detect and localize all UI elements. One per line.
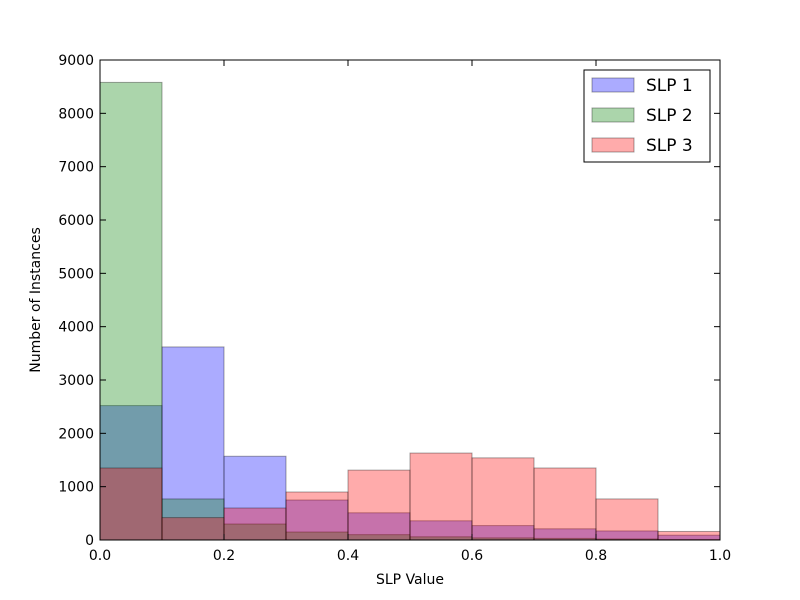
legend-box bbox=[583, 69, 711, 163]
bar-slp-3-bin-0 bbox=[99, 467, 163, 541]
y-tick-label: 1000 bbox=[58, 480, 94, 496]
x-tick-label: 0.8 bbox=[585, 548, 607, 564]
bar-slp-3-bin-1 bbox=[161, 517, 225, 541]
y-tick-label: 6000 bbox=[58, 213, 94, 229]
bar-slp-2-bin-1 bbox=[161, 498, 225, 541]
legend-swatch-slp-1 bbox=[591, 77, 635, 93]
y-axis-label: Number of Instances bbox=[28, 227, 44, 372]
y-tick-label: 7000 bbox=[58, 160, 94, 176]
legend-label-slp-3: SLP 3 bbox=[646, 136, 693, 156]
legend: SLP 1 SLP 2 SLP 3 bbox=[583, 69, 711, 163]
bar-slp-3-bin-6 bbox=[471, 457, 535, 541]
bar-slp-1-bin-2 bbox=[223, 455, 287, 541]
bar-slp-3-bin-3 bbox=[285, 491, 349, 541]
x-axis-label: SLP Value bbox=[376, 572, 444, 588]
y-tick-label: 0 bbox=[85, 533, 94, 549]
legend-swatch-slp-2 bbox=[591, 107, 635, 123]
bar-slp-3-bin-5 bbox=[409, 452, 473, 541]
legend-label-slp-2: SLP 2 bbox=[646, 106, 693, 126]
plot-frame bbox=[99, 59, 721, 541]
x-tick-label: 0.6 bbox=[461, 548, 483, 564]
legend-swatch-slp-3 bbox=[591, 137, 635, 153]
x-tick-label: 1.0 bbox=[709, 548, 731, 564]
bar-slp-3-bin-7 bbox=[533, 467, 597, 541]
bar-slp-3-bin-8 bbox=[595, 498, 659, 541]
bar-slp-3-bin-2 bbox=[223, 507, 287, 541]
bar-slp-1-bin-3 bbox=[285, 499, 349, 541]
legend-label-slp-1: SLP 1 bbox=[646, 76, 693, 96]
x-tick-label: 0.0 bbox=[89, 548, 111, 564]
bar-slp-3-bin-4 bbox=[347, 469, 411, 541]
y-tick-label: 3000 bbox=[58, 373, 94, 389]
x-tick-label: 0.4 bbox=[337, 548, 359, 564]
ticks-layer: 0.0 0.2 0.4 0.6 0.8 1.0 0 1000 2000 3000 4000 5000 6… bbox=[58, 53, 731, 564]
y-tick-label: 4000 bbox=[58, 320, 94, 336]
bar-slp-3-bin-9 bbox=[657, 530, 721, 541]
bar-slp-1-bin-0 bbox=[99, 405, 163, 541]
y-tick-label: 5000 bbox=[58, 266, 94, 282]
y-tick-label: 9000 bbox=[58, 53, 94, 69]
bar-slp-2-bin-0 bbox=[99, 81, 163, 541]
bar-slp-1-bin-1 bbox=[161, 346, 225, 541]
x-tick-label: 0.2 bbox=[213, 548, 235, 564]
y-tick-label: 2000 bbox=[58, 426, 94, 442]
bars-layer bbox=[99, 81, 721, 541]
y-tick-label: 8000 bbox=[58, 106, 94, 122]
